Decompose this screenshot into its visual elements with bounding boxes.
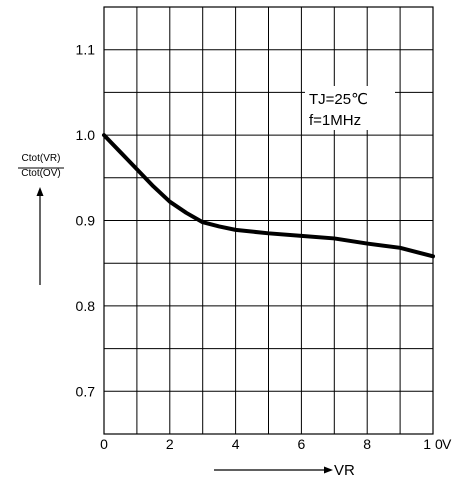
x-tick-label: 8 bbox=[363, 436, 371, 452]
x-tick-label: 1 0 bbox=[423, 436, 443, 452]
annotation-frequency: f=1MHz bbox=[309, 112, 361, 129]
plot-frame bbox=[103, 6, 434, 435]
ylabel-arrow-head bbox=[36, 187, 44, 196]
y-tick-label: 1.0 bbox=[76, 127, 96, 143]
y-axis-label-numerator: Ctot(VR) bbox=[21, 153, 61, 164]
y-tick-label: 1.1 bbox=[76, 42, 96, 58]
series-line bbox=[102, 133, 435, 259]
x-tick-label: 4 bbox=[232, 436, 240, 452]
x-axis-unit: V bbox=[442, 436, 452, 452]
xlabel-arrow-head bbox=[324, 466, 333, 474]
y-tick-label: 0.7 bbox=[76, 383, 96, 399]
x-tick-label: 2 bbox=[166, 436, 174, 452]
x-tick-label: 6 bbox=[298, 436, 306, 452]
annotation-temperature: TJ=25℃ bbox=[309, 91, 368, 108]
y-tick-label: 0.9 bbox=[76, 213, 96, 229]
y-axis-label-denominator: Ctot(OV) bbox=[21, 168, 61, 179]
x-tick-label: 0 bbox=[100, 436, 108, 452]
annotation-background bbox=[305, 86, 395, 130]
y-tick-label: 0.8 bbox=[76, 298, 96, 314]
x-axis-label: VR bbox=[334, 462, 355, 479]
